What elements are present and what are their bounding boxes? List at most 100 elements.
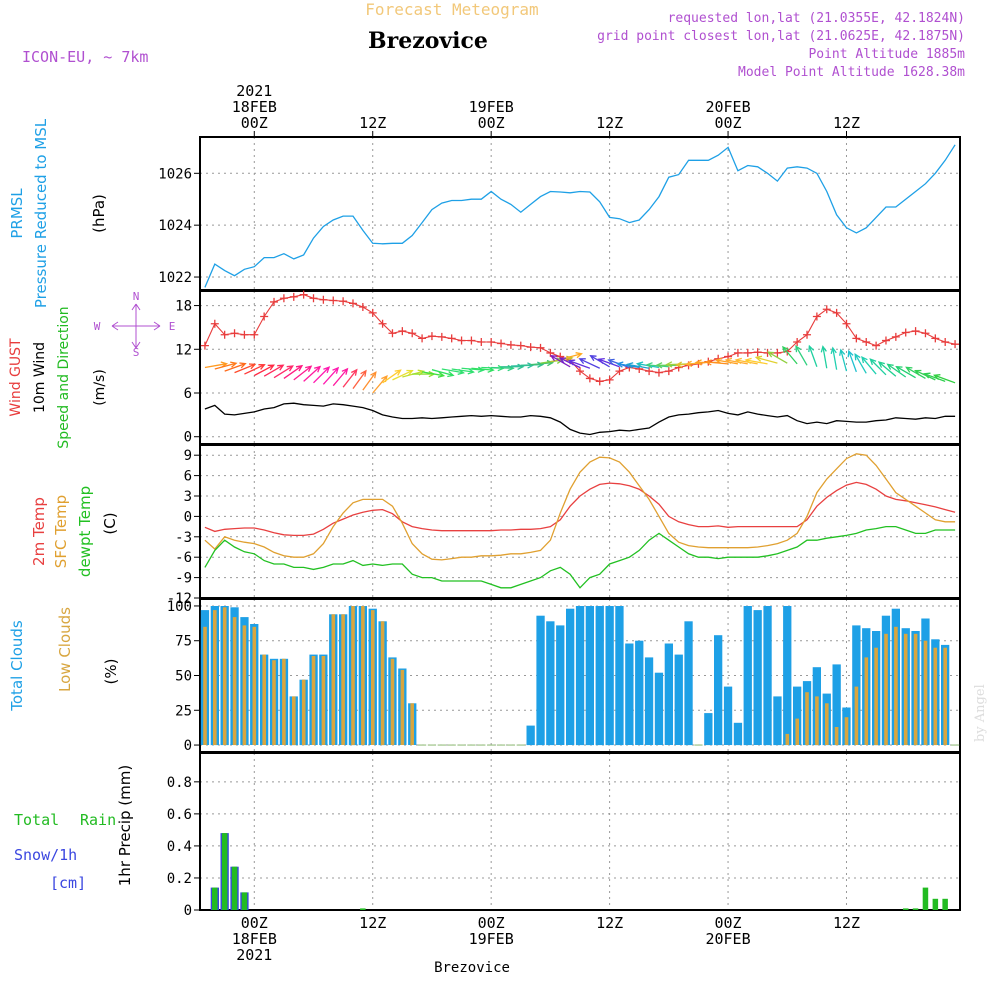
wind-arrow (832, 347, 838, 370)
gust-marker (536, 343, 545, 352)
total-cloud-bar (763, 606, 772, 746)
label-cm: [cm] (50, 874, 86, 892)
gust-marker (576, 367, 584, 376)
low-cloud-bar (844, 717, 849, 745)
y-tick-label: 3 (184, 489, 192, 505)
wind-arrow (214, 362, 237, 370)
wind-arrow (735, 359, 758, 365)
top-axis-label: 12Z (359, 114, 386, 132)
ylabel-10m-wind: 10m Wind (32, 342, 48, 413)
ylabel-direction: Speed and Direction (56, 306, 72, 448)
unit-hpa: (hPa) (90, 194, 108, 233)
bottom-axis-label: 00Z (715, 914, 742, 932)
ylabel-sfc-temp: SFC Temp (52, 495, 70, 568)
wind-arrow (854, 353, 867, 374)
gust-marker (941, 338, 950, 346)
bottom-axis-label: 00Z (241, 914, 268, 932)
low-cloud-bar (282, 658, 286, 745)
gust-marker (260, 312, 269, 321)
wind-arrow-head (675, 361, 683, 368)
wind-arrow (303, 366, 321, 382)
top-axis-label: 19FEB (469, 98, 514, 116)
gust-marker (526, 343, 535, 352)
wind-arrow-head (734, 357, 742, 365)
wind-arrow-head (597, 357, 605, 364)
y-tick-label: 0 (184, 509, 192, 525)
top-axis-label: 20FEB (705, 98, 750, 116)
wind-arrow (887, 363, 907, 378)
closest-coords: grid point closest lon,lat (21.0625E, 42… (597, 29, 965, 44)
compass-s: S (133, 346, 140, 359)
gust-marker (793, 338, 802, 346)
wind-arrow-head (239, 362, 247, 369)
top-axis-label: 00Z (715, 114, 742, 132)
total-cloud-bar (566, 608, 575, 745)
gust-marker (447, 334, 456, 343)
wind-arrow (342, 369, 358, 388)
wind-arrow (906, 366, 926, 379)
gust-marker (368, 308, 377, 317)
wind-arrow (840, 349, 848, 372)
gust-marker (457, 336, 466, 345)
wind-arrow-head (267, 364, 276, 371)
wind-arrow (822, 346, 828, 369)
wind-arrow-head (744, 357, 752, 365)
wind-arrow (224, 363, 246, 372)
compass-n: N (133, 290, 140, 303)
low-cloud-bar (854, 686, 859, 745)
total-cloud-bar (743, 606, 752, 746)
top-axis-label: 2021 (236, 82, 272, 100)
total-cloud-bar (575, 606, 585, 746)
wind-arrow (244, 364, 265, 375)
location-title: Brezovice (368, 28, 488, 54)
wind-arrow (352, 370, 367, 390)
total-cloud-bar (773, 696, 782, 746)
ylabel-gust: Wind GUST (8, 338, 24, 417)
bottom-axis-label: 20FEB (705, 930, 750, 948)
wind-arrow-head (886, 363, 894, 370)
wind-arrow (372, 375, 388, 394)
wind-arrow (795, 345, 808, 366)
gust-marker (615, 367, 624, 376)
gust-marker (240, 330, 249, 339)
y-tick-label: 18 (175, 299, 192, 315)
y-tick-label: 0 (184, 903, 192, 919)
wind-arrow-head (655, 362, 663, 369)
unit-percent: (%) (102, 659, 120, 685)
compass-e: E (169, 320, 176, 333)
y-tick-label: 50 (175, 669, 192, 685)
low-cloud-bar (321, 656, 326, 745)
wind-arrow-head (905, 366, 913, 373)
bottom-axis-label: 19FEB (469, 930, 514, 948)
gust-marker (378, 319, 387, 328)
gust-marker (487, 338, 496, 346)
wind-arrow-head (546, 359, 555, 367)
ylabel-low-clouds: Low Clouds (56, 607, 74, 692)
gust-marker (358, 303, 367, 312)
wind-arrow-head (567, 359, 576, 366)
unit-precip: 1hr Precip (mm) (116, 765, 134, 886)
gust-marker (931, 334, 940, 343)
wind-arrow (598, 358, 620, 368)
low-cloud-bar (232, 617, 237, 746)
wind-arrow (869, 358, 887, 376)
series-dewpt (204, 525, 956, 589)
y-tick-label: 0.4 (167, 839, 192, 855)
low-cloud-bar (380, 621, 385, 746)
top-axis-label: 12Z (596, 114, 623, 132)
wind-arrow (461, 367, 484, 371)
low-cloud-bar (864, 657, 869, 745)
total-cloud-bar (625, 643, 634, 745)
wind-arrow-head (286, 365, 294, 372)
wind-arrow (283, 365, 303, 379)
y-tick-label: 12 (175, 342, 192, 358)
y-tick-label: 1024 (158, 218, 192, 234)
low-cloud-bar (252, 626, 257, 745)
y-tick-label: 6 (184, 469, 192, 485)
total-cloud-bar (723, 686, 733, 745)
wind-arrow (579, 358, 601, 369)
gust-marker (220, 330, 229, 339)
gust-marker (388, 329, 397, 338)
